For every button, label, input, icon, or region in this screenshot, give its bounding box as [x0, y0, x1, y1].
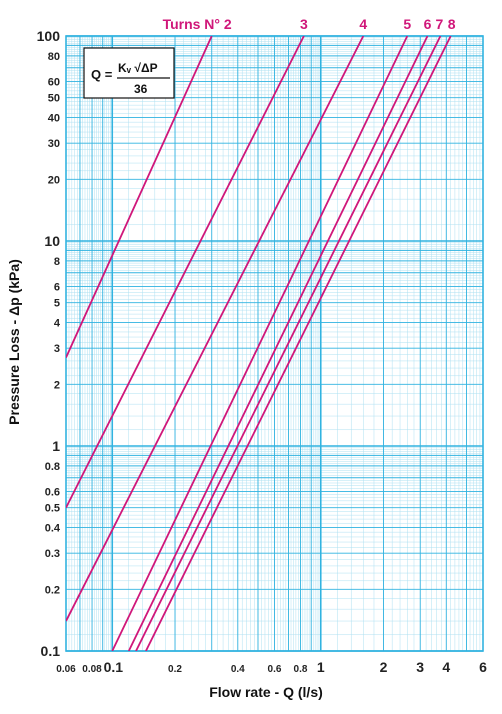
x-tick-label: 0.06 [56, 664, 76, 675]
y-tick-label: 20 [48, 174, 60, 186]
series-line-2 [66, 36, 213, 358]
plot-border [65, 35, 484, 652]
turn-label-7: 7 [436, 16, 444, 32]
turn-label-3: 3 [300, 16, 308, 32]
x-tick-label: 0.08 [82, 664, 102, 675]
y-tick-label: 0.6 [45, 487, 60, 499]
y-tick-label: 0.1 [41, 643, 61, 659]
formula-numerator: Kᵥ √ΔP [118, 61, 158, 75]
turn-label-6: 6 [424, 16, 432, 32]
series-line-4 [66, 36, 365, 622]
turn-label-5: 5 [403, 16, 411, 32]
series-line-7 [135, 36, 442, 651]
y-axis-label: Pressure Loss - Δp (kPa) [6, 259, 22, 425]
y-tick-label: 5 [54, 298, 60, 310]
y-axis-ticks: 0.1 0.2 0.3 0.4 0.5 0.6 0.8 1 2 3 4 5 6 8 10 20 30 40 50 60… [37, 28, 61, 659]
y-tick-label: 0.5 [45, 503, 60, 515]
series-line-5 [111, 36, 409, 651]
x-tick-label: 0.6 [268, 664, 282, 675]
x-axis-label: Flow rate - Q (l/s) [209, 684, 323, 700]
x-tick-label: 0.4 [231, 664, 245, 675]
grid [65, 35, 484, 652]
y-tick-label: 80 [48, 51, 60, 63]
x-tick-label: 4 [442, 659, 450, 675]
formula-lhs: Q = [91, 67, 113, 82]
formula-denominator: 36 [134, 82, 148, 96]
y-tick-label: 30 [48, 138, 60, 150]
series-line-3 [66, 36, 305, 509]
y-tick-label: 40 [48, 113, 60, 125]
formula-box: Q = Kᵥ √ΔP 36 [83, 47, 175, 99]
y-tick-label: 6 [54, 282, 60, 294]
y-tick-label: 50 [48, 93, 60, 105]
y-tick-label: 60 [48, 77, 60, 89]
y-tick-label: 0.8 [45, 461, 60, 473]
series-line-8 [145, 36, 452, 651]
y-tick-label: 2 [54, 379, 60, 391]
y-tick-label: 0.3 [45, 548, 60, 560]
series-line-6 [127, 36, 429, 651]
y-tick-label: 100 [37, 28, 61, 44]
turn-label-4: 4 [359, 16, 367, 32]
y-tick-label: 3 [54, 343, 60, 355]
y-tick-label: 8 [54, 256, 60, 268]
y-tick-label: 1 [52, 438, 60, 454]
series-lines [66, 36, 452, 651]
x-tick-label: 6 [479, 659, 487, 675]
x-tick-label: 0.8 [294, 664, 308, 675]
x-tick-label: 0.1 [104, 659, 124, 675]
x-axis-ticks: 0.06 0.08 0.1 0.2 0.4 0.6 0.8 1 2 3 4 6 [56, 659, 487, 675]
y-tick-label: 10 [44, 233, 60, 249]
x-tick-label: 1 [317, 659, 325, 675]
y-tick-label: 0.4 [45, 523, 61, 535]
turn-label-8: 8 [448, 16, 456, 32]
y-tick-label: 4 [54, 318, 61, 330]
x-tick-label: 0.2 [168, 664, 182, 675]
y-tick-label: 0.2 [45, 584, 60, 596]
x-tick-label: 2 [380, 659, 388, 675]
x-tick-label: 3 [416, 659, 424, 675]
turn-label-2: Turns N° 2 [163, 16, 232, 32]
